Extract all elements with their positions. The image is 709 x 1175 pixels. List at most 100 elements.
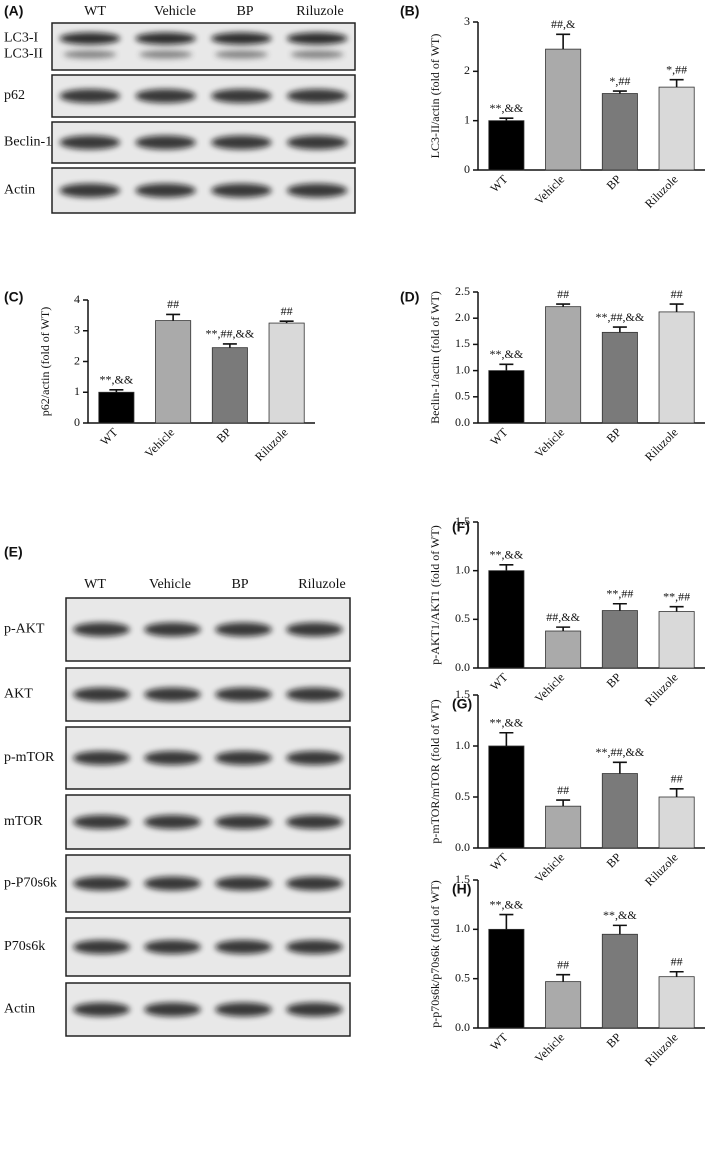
x-tick-label: Riluzole <box>642 670 681 709</box>
y-tick-label: 0.0 <box>455 840 470 854</box>
annotation: ## <box>671 287 683 301</box>
band <box>290 50 344 59</box>
band <box>211 89 272 103</box>
band <box>286 687 343 702</box>
band <box>63 50 117 59</box>
band <box>144 687 201 702</box>
y-tick-label: 0.5 <box>455 789 470 803</box>
bar <box>545 805 582 849</box>
bar <box>488 370 525 424</box>
x-tick-label: Riluzole <box>642 425 681 464</box>
annotation: **,&& <box>490 715 524 729</box>
error-bar <box>556 799 571 807</box>
panel-label: (G) <box>452 696 472 712</box>
bar <box>488 928 525 1029</box>
row-label: LC3-I <box>4 31 39 46</box>
annotation: ## <box>281 304 293 318</box>
band <box>73 940 130 954</box>
y-tick-label: 2 <box>74 353 80 367</box>
band <box>135 32 196 45</box>
x-tick-label: WT <box>97 425 121 449</box>
x-tick-label: Riluzole <box>642 1030 681 1069</box>
bar <box>98 391 135 424</box>
annotation: **,&& <box>490 101 524 115</box>
x-tick-label: Vehicle <box>532 425 567 460</box>
error-bar <box>499 731 514 746</box>
band <box>215 751 272 765</box>
x-tick-label: WT <box>487 425 511 449</box>
error-bar <box>669 788 684 797</box>
annotation: ## <box>671 955 683 969</box>
error-bar <box>499 117 514 121</box>
row-label: p-P70s6k <box>4 876 57 891</box>
bar <box>658 611 695 669</box>
annotation: **,##,&& <box>206 327 255 341</box>
annotation: **,&& <box>100 373 134 387</box>
row-label: p62 <box>4 88 25 103</box>
row-label: mTOR <box>4 814 43 829</box>
y-tick-label: 1.0 <box>455 562 470 576</box>
lane-label: Vehicle <box>154 4 196 19</box>
band <box>286 815 343 829</box>
y-axis-label: p-mTOR/mTOR (fold of WT) <box>428 699 442 843</box>
band <box>144 751 201 765</box>
error-bar <box>612 761 627 774</box>
bar <box>545 981 582 1029</box>
error-bar <box>556 303 571 307</box>
band <box>286 751 343 765</box>
band <box>59 32 121 45</box>
annotation: **,&& <box>490 897 524 911</box>
annotation: ## <box>557 287 569 301</box>
x-tick-label: Vehicle <box>532 850 567 885</box>
y-tick-label: 0.5 <box>455 389 470 403</box>
band <box>144 1002 201 1017</box>
band <box>59 183 121 198</box>
error-bar <box>669 970 684 977</box>
annotation: **,##,&& <box>596 310 645 324</box>
y-tick-label: 1.5 <box>455 687 470 701</box>
band <box>139 50 193 59</box>
band <box>215 622 272 637</box>
y-tick-label: 3 <box>464 14 470 28</box>
y-tick-label: 1 <box>464 112 470 126</box>
bar <box>211 347 248 424</box>
lane-label: WT <box>84 577 106 592</box>
annotation: ## <box>557 783 569 797</box>
error-bar <box>499 564 514 571</box>
bar <box>488 745 525 849</box>
x-tick-label: Vehicle <box>532 1030 567 1065</box>
bar <box>658 976 695 1029</box>
bar <box>658 311 695 424</box>
y-axis-label: Beclin-1/actin (fold of WT) <box>428 291 442 424</box>
bar <box>658 796 695 849</box>
band <box>214 50 268 59</box>
error-bar <box>109 388 124 393</box>
lane-label: Riluzole <box>298 577 345 592</box>
row-label: Actin <box>4 183 35 198</box>
band <box>59 135 121 150</box>
band <box>215 876 272 891</box>
annotation: **,&& <box>603 908 637 922</box>
error-bar <box>556 973 571 982</box>
band <box>135 183 196 198</box>
row-label: Actin <box>4 1002 35 1017</box>
error-bar <box>612 924 627 935</box>
x-tick-label: BP <box>604 850 625 871</box>
y-axis-label: p62/actin (fold of WT) <box>38 307 52 416</box>
error-bar <box>166 313 181 321</box>
bar <box>268 322 305 424</box>
y-tick-label: 0.0 <box>455 660 470 674</box>
lane-label: BP <box>236 4 253 19</box>
bar <box>601 773 638 849</box>
annotation: **,&& <box>490 548 524 562</box>
y-tick-label: 1.0 <box>455 362 470 376</box>
band <box>215 940 272 954</box>
band <box>144 622 201 637</box>
error-bar <box>612 602 627 611</box>
band <box>144 940 201 954</box>
bar <box>155 320 192 424</box>
annotation: ##,& <box>551 17 576 31</box>
band <box>286 183 348 198</box>
y-tick-label: 1.0 <box>455 921 470 935</box>
row-label: p-AKT <box>4 622 45 637</box>
